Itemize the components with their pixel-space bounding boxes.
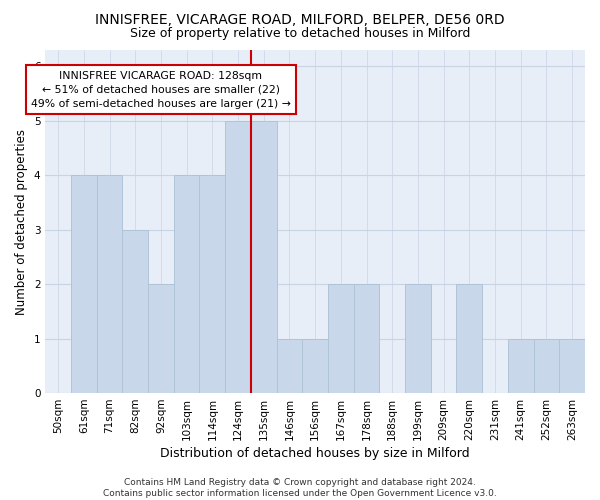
Text: INNISFREE VICARAGE ROAD: 128sqm
← 51% of detached houses are smaller (22)
49% of: INNISFREE VICARAGE ROAD: 128sqm ← 51% of… (31, 70, 291, 108)
Bar (148, 284, 174, 393)
Bar (457, 284, 482, 393)
Bar (405, 284, 431, 393)
Bar (533, 338, 559, 393)
Bar (71, 175, 97, 393)
Bar (97, 175, 122, 393)
Bar (174, 175, 199, 393)
Text: INNISFREE, VICARAGE ROAD, MILFORD, BELPER, DE56 0RD: INNISFREE, VICARAGE ROAD, MILFORD, BELPE… (95, 12, 505, 26)
Bar (328, 284, 353, 393)
Bar (122, 230, 148, 393)
X-axis label: Distribution of detached houses by size in Milford: Distribution of detached houses by size … (160, 447, 470, 460)
Bar (225, 121, 251, 393)
Bar (302, 338, 328, 393)
Bar (199, 175, 225, 393)
Bar (251, 121, 277, 393)
Y-axis label: Number of detached properties: Number of detached properties (15, 128, 28, 314)
Bar (559, 338, 585, 393)
Bar (353, 284, 379, 393)
Bar (508, 338, 533, 393)
Text: Contains HM Land Registry data © Crown copyright and database right 2024.
Contai: Contains HM Land Registry data © Crown c… (103, 478, 497, 498)
Text: Size of property relative to detached houses in Milford: Size of property relative to detached ho… (130, 28, 470, 40)
Bar (277, 338, 302, 393)
